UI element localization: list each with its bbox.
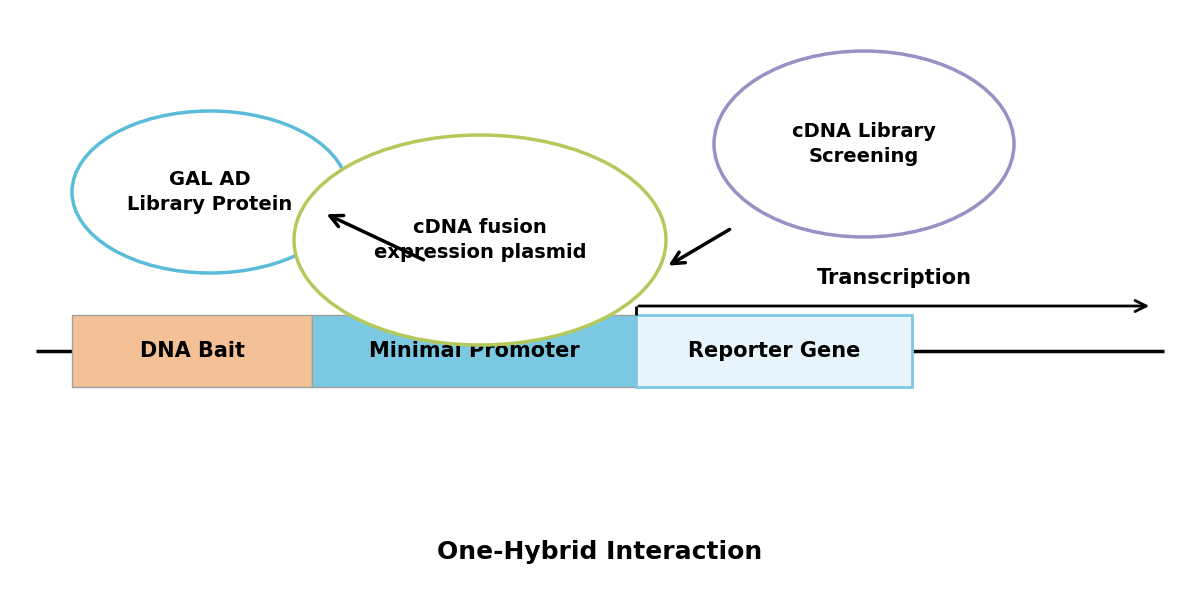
Ellipse shape <box>294 135 666 345</box>
Text: Minimal Promoter: Minimal Promoter <box>368 341 580 361</box>
FancyBboxPatch shape <box>312 315 636 387</box>
Ellipse shape <box>72 111 348 273</box>
Text: Transcription: Transcription <box>816 268 972 288</box>
Text: DNA Bait: DNA Bait <box>139 341 245 361</box>
Text: One-Hybrid Interaction: One-Hybrid Interaction <box>437 540 763 564</box>
Text: cDNA Library
Screening: cDNA Library Screening <box>792 122 936 166</box>
Text: GAL AD
Library Protein: GAL AD Library Protein <box>127 170 293 214</box>
FancyBboxPatch shape <box>72 315 312 387</box>
FancyBboxPatch shape <box>636 315 912 387</box>
Ellipse shape <box>714 51 1014 237</box>
Text: cDNA fusion
expression plasmid: cDNA fusion expression plasmid <box>373 218 587 262</box>
Text: Reporter Gene: Reporter Gene <box>688 341 860 361</box>
